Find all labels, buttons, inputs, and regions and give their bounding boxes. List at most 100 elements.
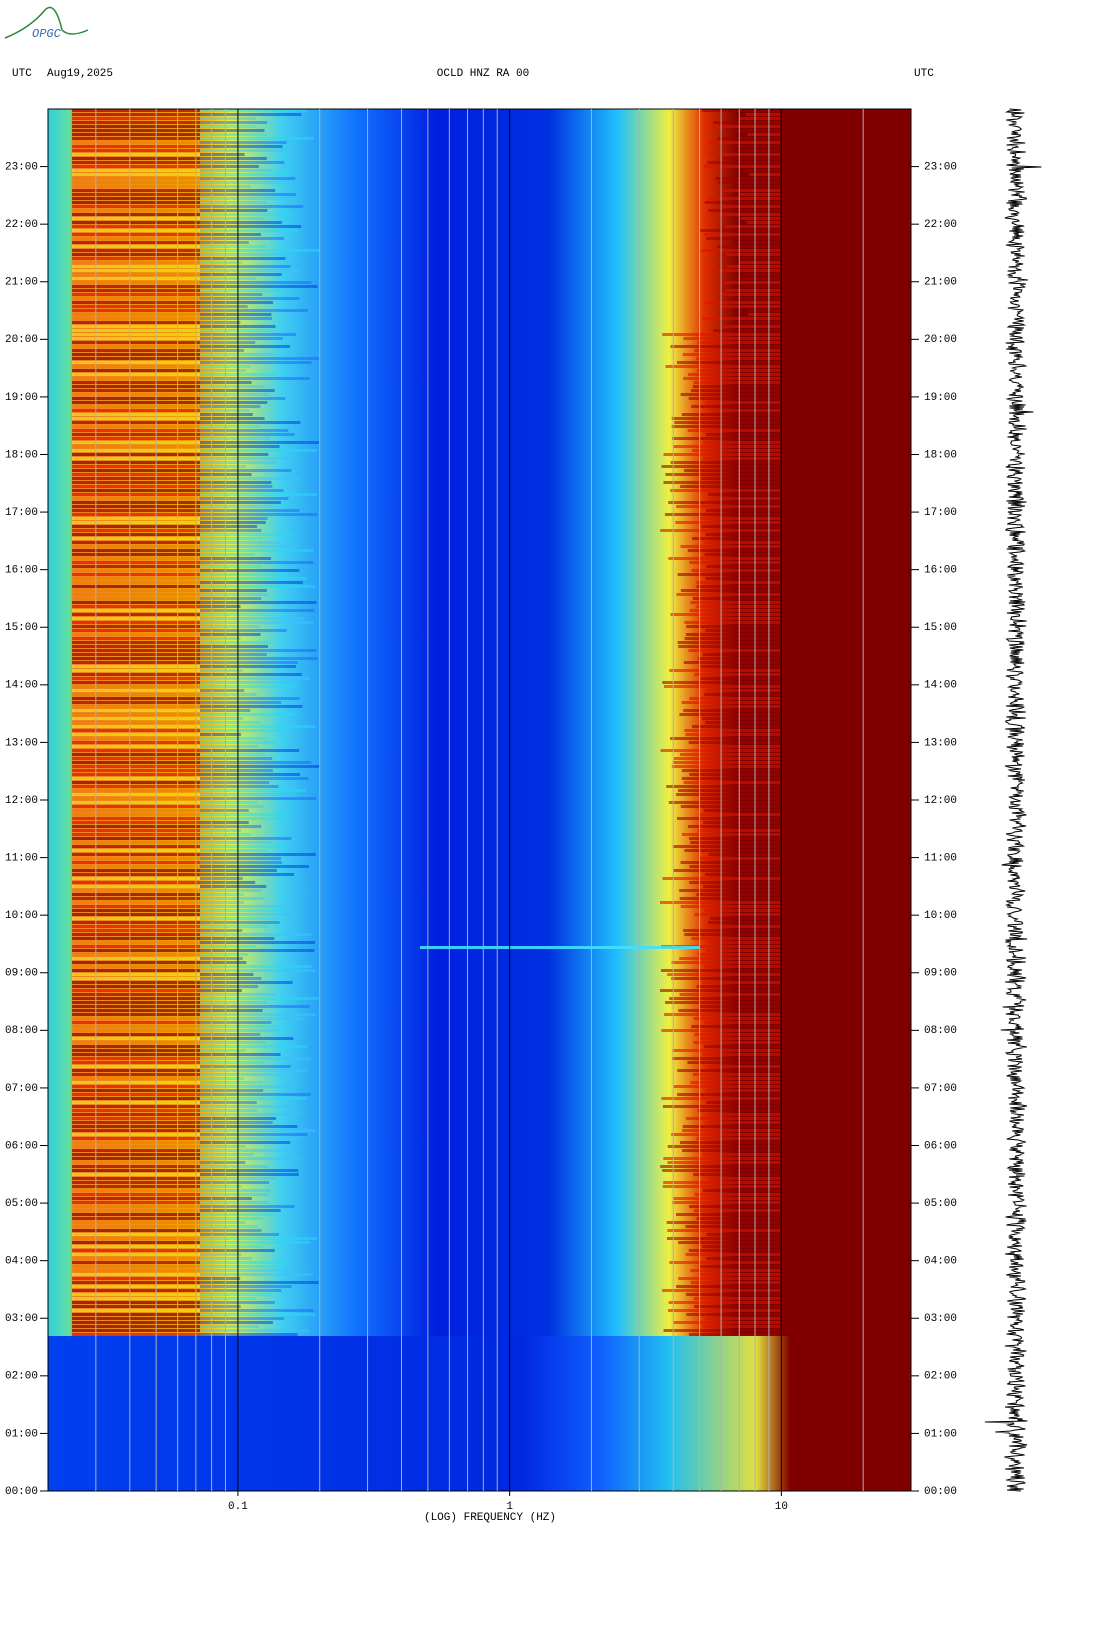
logo-text: OPGC	[32, 27, 62, 41]
texture	[718, 305, 780, 308]
texture	[72, 265, 200, 268]
texture	[72, 1077, 200, 1080]
texture	[704, 693, 780, 696]
texture	[200, 497, 289, 500]
texture	[72, 597, 200, 600]
texture	[200, 1233, 279, 1236]
texture	[200, 553, 255, 556]
texture	[72, 337, 200, 340]
texture	[72, 1117, 200, 1120]
texture	[200, 585, 316, 588]
y-tick-label: 23:00	[924, 161, 957, 173]
texture	[200, 573, 287, 576]
texture	[682, 353, 780, 356]
texture	[72, 1157, 200, 1160]
y-tick-label: 11:00	[924, 852, 957, 864]
texture	[200, 377, 310, 380]
texture	[72, 1285, 200, 1288]
texture	[200, 537, 264, 540]
texture	[686, 1313, 780, 1316]
texture	[200, 257, 286, 260]
texture	[694, 1033, 780, 1036]
texture	[72, 109, 200, 112]
texture	[702, 717, 780, 720]
texture	[670, 461, 780, 464]
texture	[685, 1293, 780, 1296]
texture	[200, 725, 316, 728]
texture	[702, 1189, 780, 1192]
texture	[689, 609, 780, 612]
texture	[664, 1013, 780, 1016]
texture	[703, 1045, 780, 1048]
texture	[72, 173, 200, 176]
texture	[684, 621, 780, 624]
y-tick-label: 07:00	[924, 1083, 957, 1095]
texture	[681, 777, 780, 780]
texture	[72, 509, 200, 512]
texture	[200, 109, 307, 112]
texture	[200, 509, 300, 512]
texture	[734, 321, 780, 324]
texture	[200, 957, 243, 960]
texture	[72, 473, 200, 476]
texture	[200, 145, 283, 148]
texture	[72, 833, 200, 836]
texture	[72, 717, 200, 720]
texture	[710, 213, 780, 216]
texture	[72, 225, 200, 228]
texture	[200, 757, 273, 760]
y-tick-label: 20:00	[5, 334, 38, 346]
y-tick-label: 07:00	[5, 1083, 38, 1095]
texture	[702, 317, 780, 320]
texture	[72, 693, 200, 696]
texture	[745, 113, 780, 116]
texture	[200, 437, 271, 440]
texture	[200, 1241, 311, 1244]
y-tick-label: 02:00	[5, 1371, 38, 1383]
texture	[72, 565, 200, 568]
texture	[200, 117, 256, 120]
y-tick-label: 21:00	[5, 277, 38, 289]
texture	[200, 261, 243, 264]
texture	[200, 433, 295, 436]
texture	[700, 705, 780, 708]
y-tick-label: 17:00	[924, 507, 957, 519]
texture	[72, 761, 200, 764]
texture	[690, 601, 780, 604]
texture	[676, 817, 780, 820]
texture	[200, 157, 267, 160]
texture	[72, 317, 200, 320]
texture	[200, 481, 272, 484]
texture	[200, 425, 261, 428]
texture	[700, 677, 780, 680]
texture	[200, 609, 315, 612]
texture	[736, 241, 780, 244]
texture	[72, 1225, 200, 1228]
texture	[677, 573, 780, 576]
texture	[689, 697, 780, 700]
texture	[72, 505, 200, 508]
texture	[72, 425, 200, 428]
texture	[689, 773, 780, 776]
y-tick-label: 09:00	[5, 968, 38, 980]
texture	[663, 685, 780, 688]
texture	[709, 941, 780, 944]
texture	[200, 289, 280, 292]
texture	[72, 849, 200, 852]
texture	[72, 1069, 200, 1072]
texture	[200, 121, 268, 124]
texture	[685, 633, 780, 636]
texture	[672, 1057, 780, 1060]
texture	[200, 737, 267, 740]
timezone: UTC	[914, 68, 934, 80]
texture	[669, 997, 780, 1000]
y-tick-label: 08:00	[5, 1025, 38, 1037]
texture	[660, 529, 780, 532]
y-tick-label: 20:00	[924, 334, 957, 346]
texture	[72, 149, 200, 152]
texture	[200, 213, 294, 216]
texture	[672, 1197, 780, 1200]
texture	[200, 761, 312, 764]
texture	[704, 301, 780, 304]
texture	[72, 777, 200, 780]
